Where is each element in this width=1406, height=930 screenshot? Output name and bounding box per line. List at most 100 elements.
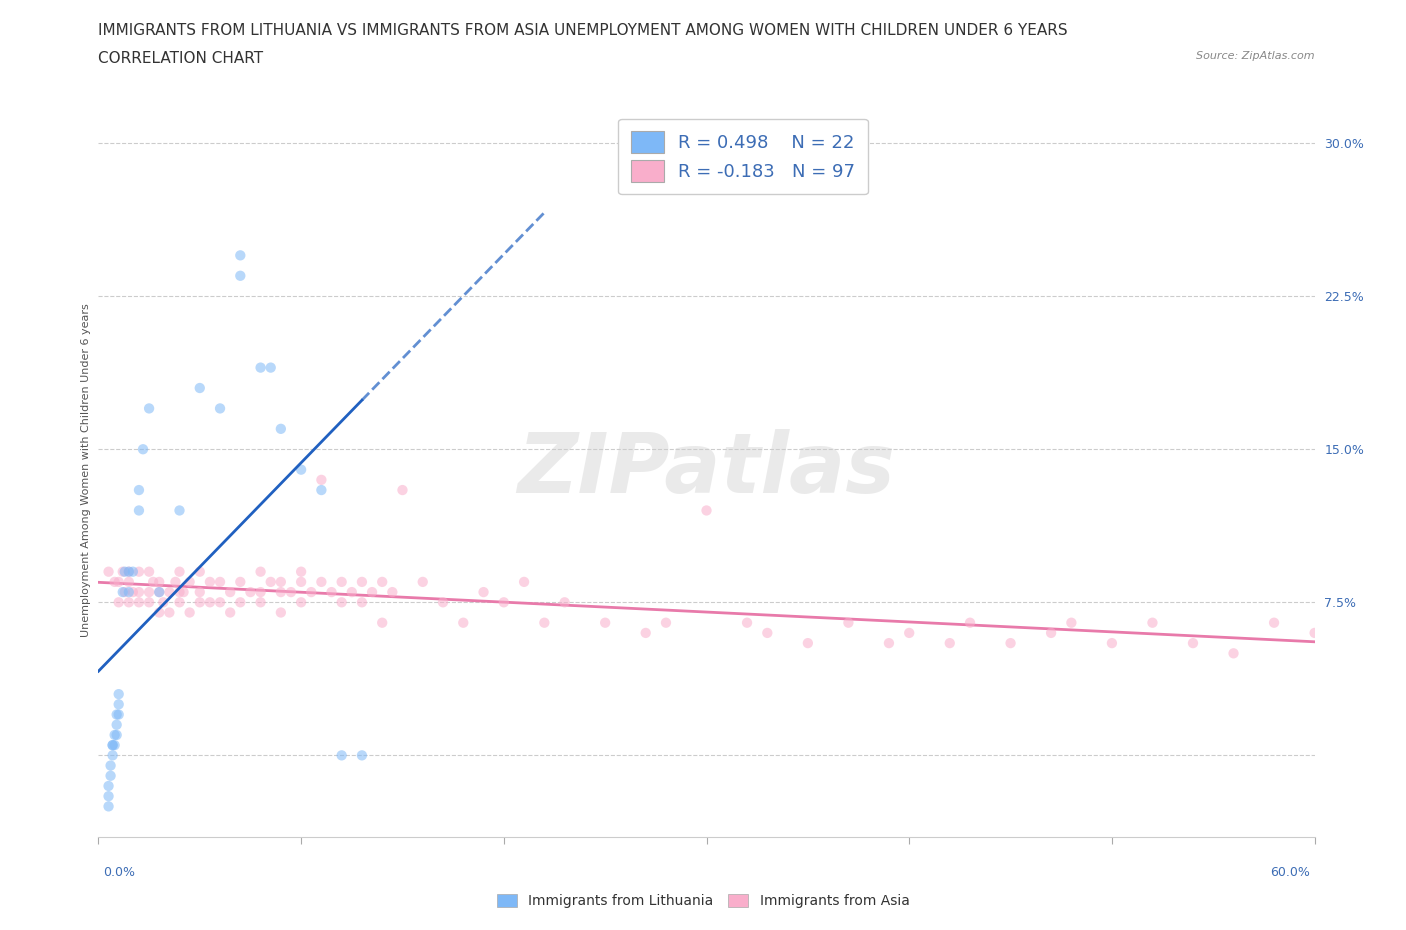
Point [188, 595, 211, 610]
Legend: Immigrants from Lithuania, Immigrants from Asia: Immigrants from Lithuania, Immigrants fr… [491, 889, 915, 914]
Point [97, 799, 120, 814]
Point [229, 575, 252, 590]
Point [148, 605, 170, 620]
Point [290, 595, 312, 610]
Point [169, 565, 191, 579]
Point [107, 697, 129, 711]
Point [169, 585, 191, 600]
Point [330, 748, 353, 763]
Point [361, 585, 384, 600]
Point [959, 616, 981, 631]
Point [169, 595, 191, 610]
Point [148, 575, 170, 590]
Text: IMMIGRANTS FROM LITHUANIA VS IMMIGRANTS FROM ASIA UNEMPLOYMENT AMONG WOMEN WITH : IMMIGRANTS FROM LITHUANIA VS IMMIGRANTS … [98, 23, 1069, 38]
Point [898, 626, 921, 641]
Point [299, 585, 322, 600]
Point [837, 616, 859, 631]
Point [209, 575, 232, 590]
Y-axis label: Unemployment Among Women with Children Under 6 years: Unemployment Among Women with Children U… [82, 303, 91, 636]
Point [1303, 626, 1326, 641]
Point [696, 503, 718, 518]
Point [128, 565, 150, 579]
Point [1101, 636, 1123, 651]
Point [101, 737, 124, 752]
Point [350, 575, 373, 590]
Point [311, 575, 333, 590]
Point [391, 483, 413, 498]
Point [198, 595, 221, 610]
Point [249, 565, 271, 579]
Point [179, 575, 201, 590]
Point [381, 585, 404, 600]
Point [1040, 626, 1063, 641]
Text: CORRELATION CHART: CORRELATION CHART [98, 51, 263, 66]
Point [513, 575, 536, 590]
Point [492, 595, 515, 610]
Point [655, 616, 678, 631]
Point [219, 585, 242, 600]
Point [105, 717, 128, 732]
Point [249, 360, 271, 375]
Point [105, 707, 128, 722]
Point [453, 616, 475, 631]
Point [100, 758, 122, 773]
Point [209, 595, 232, 610]
Point [188, 565, 211, 579]
Point [128, 503, 150, 518]
Point [219, 605, 242, 620]
Point [554, 595, 576, 610]
Point [148, 585, 170, 600]
Point [111, 585, 134, 600]
Point [939, 636, 962, 651]
Point [249, 585, 271, 600]
Point [371, 575, 394, 590]
Point [100, 768, 122, 783]
Point [107, 575, 129, 590]
Point [280, 585, 302, 600]
Point [157, 585, 180, 600]
Point [118, 565, 141, 579]
Point [311, 472, 333, 487]
Point [138, 595, 160, 610]
Legend: R = 0.498    N = 22, R = -0.183   N = 97: R = 0.498 N = 22, R = -0.183 N = 97 [619, 119, 868, 194]
Point [122, 585, 145, 600]
Point [270, 585, 292, 600]
Text: 60.0%: 60.0% [1271, 866, 1310, 879]
Point [188, 380, 211, 395]
Point [350, 595, 373, 610]
Point [114, 565, 136, 579]
Point [173, 585, 195, 600]
Point [260, 575, 283, 590]
Point [371, 616, 394, 631]
Point [1182, 636, 1205, 651]
Point [270, 605, 292, 620]
Point [340, 585, 363, 600]
Point [142, 575, 165, 590]
Point [138, 401, 160, 416]
Point [128, 595, 150, 610]
Point [229, 595, 252, 610]
Point [157, 605, 180, 620]
Point [877, 636, 900, 651]
Point [350, 748, 373, 763]
Point [97, 565, 120, 579]
Point [1142, 616, 1164, 631]
Point [593, 616, 616, 631]
Point [132, 442, 155, 457]
Point [311, 483, 333, 498]
Point [330, 595, 353, 610]
Point [260, 360, 283, 375]
Point [1222, 646, 1244, 661]
Point [472, 585, 495, 600]
Point [165, 575, 187, 590]
Point [128, 585, 150, 600]
Point [148, 585, 170, 600]
Point [209, 401, 232, 416]
Point [152, 595, 174, 610]
Point [101, 737, 124, 752]
Point [634, 626, 657, 641]
Point [118, 565, 141, 579]
Point [290, 575, 312, 590]
Point [179, 605, 201, 620]
Point [169, 503, 191, 518]
